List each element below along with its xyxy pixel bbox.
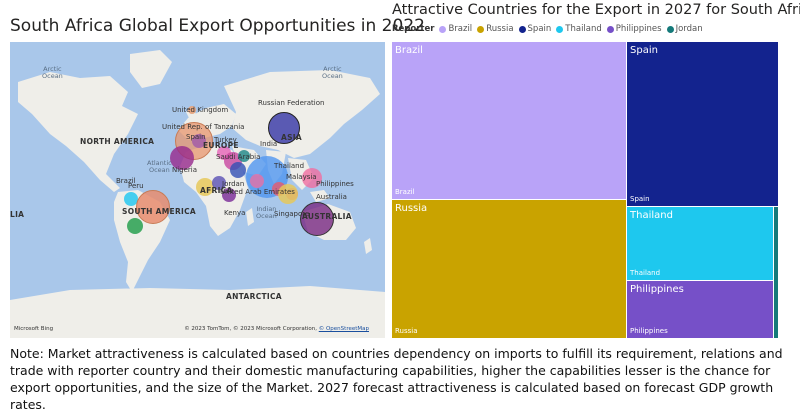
legend-label: Russia <box>486 24 514 34</box>
tile-thailand[interactable]: Thailand Thailand <box>627 207 773 280</box>
legend-dot <box>606 25 614 33</box>
osm-link[interactable]: © OpenStreetMap <box>318 326 369 332</box>
label-uk: United Kingdom <box>172 106 229 114</box>
map-attribution: © 2023 TomTom, © 2023 Microsoft Corporat… <box>184 326 369 332</box>
bubble-africa-west[interactable] <box>196 178 214 196</box>
bubble-brazil[interactable] <box>136 190 170 224</box>
label-south-america: SOUTH AMERICA <box>122 207 197 216</box>
tile-philippines[interactable]: Philippines Philippines <box>627 281 773 338</box>
label-turkey: Turkey <box>214 136 237 144</box>
label-indian-ocean: Indian Ocean <box>256 205 277 220</box>
label-india: India <box>260 140 278 148</box>
tile-thailand-footer: Thailand <box>630 269 661 277</box>
bubble-europe[interactable] <box>192 134 206 148</box>
map-attribution-text: © 2023 TomTom, © 2023 Microsoft Corporat… <box>184 326 317 332</box>
legend-dot <box>666 25 674 33</box>
label-brazil: Brazil <box>116 177 136 185</box>
label-atlantic: Atlantic Ocean <box>147 159 172 174</box>
label-russia: Russian Federation <box>258 99 325 107</box>
label-europe: EUROPE <box>203 141 239 150</box>
tile-brazil-footer: Brazil <box>395 188 415 196</box>
legend-label: Spain <box>527 24 552 34</box>
bubble-australia[interactable] <box>300 202 334 236</box>
tile-russia-label: Russia <box>395 203 428 214</box>
label-peru: Peru <box>128 182 144 190</box>
tile-brazil-label: Brazil <box>395 45 423 56</box>
treemap: Brazil Brazil Russia Russia Spain Spain … <box>392 42 778 338</box>
legend-label: Philippines <box>615 24 662 34</box>
tile-spain-footer: Spain <box>630 195 650 203</box>
label-spain: Spain <box>186 133 206 141</box>
world-map[interactable]: Arctic Ocean Arctic Ocean NORTH AMERICA … <box>10 42 385 338</box>
bubble-jordan[interactable] <box>238 150 250 162</box>
legend-item-philippines[interactable]: Philippines <box>606 24 662 34</box>
label-thailand: Thailand <box>274 162 305 170</box>
legend-title: Reporter <box>392 24 435 34</box>
label-philippines: Philippines <box>316 180 354 188</box>
label-nigeria: Nigeria <box>172 166 198 174</box>
legend-dot <box>477 25 485 33</box>
tile-brazil[interactable]: Brazil Brazil <box>392 42 626 199</box>
bing-logo: Microsoft Bing <box>14 326 54 332</box>
legend-item-brazil[interactable]: Brazil <box>439 24 472 34</box>
legend-dot <box>439 25 447 33</box>
label-antarctica: ANTARCTICA <box>226 292 282 301</box>
legend-label: Thailand <box>565 24 602 34</box>
legend-dot <box>556 25 564 33</box>
bubble-egypt[interactable] <box>230 162 246 178</box>
bubble-kenya[interactable] <box>222 188 236 202</box>
label-uae: United Arab Emirates <box>220 188 295 196</box>
tile-jordan[interactable] <box>774 207 778 338</box>
legend-label: Jordan <box>675 24 703 34</box>
label-saudi: Saudi Arabia <box>216 153 261 161</box>
legend-item-jordan[interactable]: Jordan <box>666 24 703 34</box>
tile-thailand-label: Thailand <box>630 210 673 221</box>
label-australia: AUSTRALIA <box>302 212 352 221</box>
label-singapore: Singapore <box>274 210 310 218</box>
label-asia: ASIA <box>281 133 303 142</box>
tile-spain-label: Spain <box>630 45 658 56</box>
label-australia-city: Australia <box>316 193 347 201</box>
label-kenya: Kenya <box>224 209 246 217</box>
bubble-uae[interactable] <box>250 174 264 188</box>
legend-item-russia[interactable]: Russia <box>477 24 514 34</box>
legend-item-thailand[interactable]: Thailand <box>556 24 602 34</box>
bubble-uk[interactable] <box>188 106 196 114</box>
legend-dot <box>518 25 526 33</box>
legend-item-spain[interactable]: Spain <box>518 24 552 34</box>
label-north-america: NORTH AMERICA <box>80 137 155 146</box>
label-lia: LIA <box>10 210 25 219</box>
tile-russia-footer: Russia <box>395 327 418 335</box>
treemap-title: Attractive Countries for the Export in 2… <box>392 2 800 18</box>
bubble-russia[interactable] <box>268 112 300 144</box>
tile-philippines-label: Philippines <box>630 284 684 295</box>
label-arctic-right: Arctic Ocean <box>322 65 343 80</box>
label-jordan: Jordan <box>222 180 245 188</box>
bubble-peru[interactable] <box>124 192 138 206</box>
tile-philippines-footer: Philippines <box>630 327 668 335</box>
legend-label: Brazil <box>448 24 473 34</box>
bubble-nigeria[interactable] <box>170 146 194 170</box>
label-africa: AFRICA <box>200 186 233 195</box>
tile-russia[interactable]: Russia Russia <box>392 200 626 338</box>
label-malaysia: Malaysia <box>286 173 317 181</box>
bubble-philippines[interactable] <box>302 168 322 188</box>
label-tanzania: United Rep. of Tanzania <box>162 123 245 131</box>
map-title: South Africa Global Export Opportunities… <box>10 16 425 36</box>
treemap-legend: Reporter Brazil Russia Spain Thailand Ph… <box>392 24 703 34</box>
label-arctic-left: Arctic Ocean <box>42 65 63 80</box>
footnote: Note: Market attractiveness is calculate… <box>10 346 783 412</box>
bubble-africa-central[interactable] <box>212 176 226 190</box>
bubble-singapore[interactable] <box>278 184 298 204</box>
tile-spain[interactable]: Spain Spain <box>627 42 778 206</box>
bubble-argentina[interactable] <box>127 218 143 234</box>
